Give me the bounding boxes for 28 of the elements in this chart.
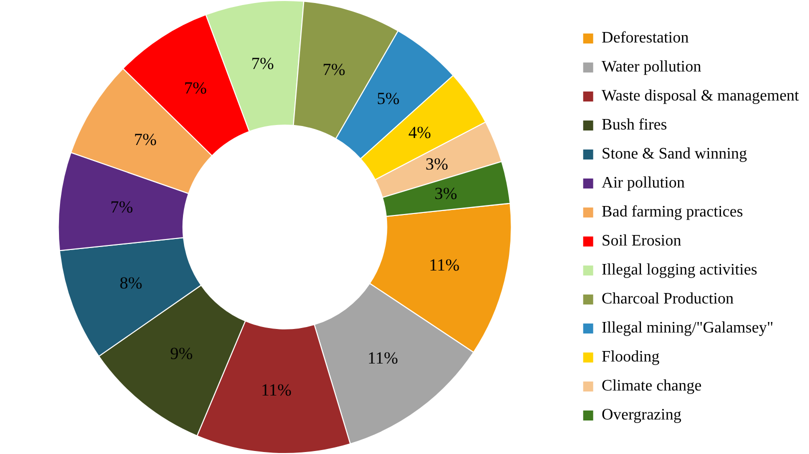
legend-label: Charcoal Production bbox=[602, 290, 734, 308]
legend-label: Stone & Sand winning bbox=[602, 146, 748, 163]
data-label: 11% bbox=[429, 256, 460, 275]
legend-label: Illegal logging activities bbox=[602, 262, 758, 279]
legend-label: Climate change bbox=[602, 378, 702, 395]
data-label: 11% bbox=[260, 380, 292, 400]
legend-label: Overgrazing bbox=[602, 406, 682, 424]
data-label: 5% bbox=[376, 88, 400, 108]
legend-label: Waste disposal & management bbox=[602, 88, 800, 105]
data-label: 7% bbox=[322, 60, 346, 79]
legend-label: Soil Erosion bbox=[602, 232, 682, 250]
data-label: 7% bbox=[134, 130, 157, 149]
legend-label: Air pollution bbox=[602, 174, 685, 192]
legend-label: Water pollution bbox=[602, 58, 702, 76]
data-label: 3% bbox=[426, 154, 448, 174]
data-label: 8% bbox=[120, 274, 142, 293]
legend-label: Bush fires bbox=[602, 116, 667, 134]
legend-label: Flooding bbox=[602, 348, 660, 366]
legend-label: Bad farming practices bbox=[602, 204, 743, 221]
legend-label: Illegal mining/"Galamsey" bbox=[602, 320, 774, 337]
data-label: 7% bbox=[251, 54, 274, 73]
data-label: 7% bbox=[184, 78, 207, 98]
legend-label: Deforestation bbox=[602, 30, 689, 47]
data-label: 11% bbox=[367, 348, 398, 368]
data-label: 4% bbox=[408, 122, 432, 142]
data-label: 9% bbox=[170, 344, 193, 364]
data-label: 7% bbox=[110, 198, 134, 217]
data-label: 3% bbox=[434, 184, 458, 204]
